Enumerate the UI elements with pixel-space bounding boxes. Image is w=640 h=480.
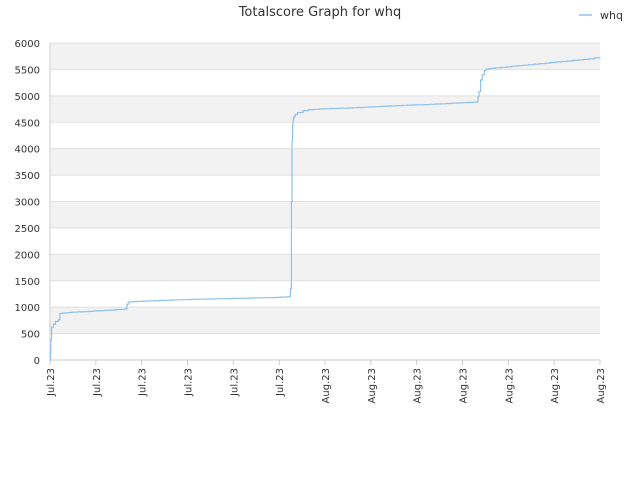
x-tick-label: Aug.23 xyxy=(413,368,424,403)
x-tick-label: Jul.23 xyxy=(229,368,240,397)
legend: whq xyxy=(579,9,623,22)
y-tick-label: 2500 xyxy=(15,224,40,235)
y-tick-label: 2000 xyxy=(15,250,40,261)
axes xyxy=(49,43,601,365)
x-tick-label: Jul.23 xyxy=(46,368,57,397)
y-axis-tick-labels: 0 500 1000 1500 2000 2500 3000 3500 4000 4500 5000… xyxy=(15,39,40,367)
y-tick-label: 6000 xyxy=(15,39,40,50)
plot-band xyxy=(50,201,600,228)
x-tick-label: Jul.23 xyxy=(92,368,103,397)
y-tick-label: 3000 xyxy=(15,198,40,209)
x-tick-label: Aug.23 xyxy=(596,368,607,403)
chart-title: Totalscore Graph for whq xyxy=(238,5,402,20)
y-tick-label: 5000 xyxy=(15,92,40,103)
x-tick-label: Aug.23 xyxy=(550,368,561,403)
series-layer xyxy=(49,57,601,361)
x-tick-label: Aug.23 xyxy=(321,368,332,403)
plot-band xyxy=(50,307,600,334)
y-tick-label: 500 xyxy=(21,330,40,341)
plot-band xyxy=(50,148,600,176)
plot-band xyxy=(50,254,600,281)
y-tick-label: 1500 xyxy=(15,277,40,288)
x-tick-label: Aug.23 xyxy=(459,368,470,403)
y-gridlines xyxy=(50,42,600,361)
x-tick-label: Jul.23 xyxy=(184,368,195,397)
series-line-whq xyxy=(49,57,601,361)
x-tick-label: Jul.23 xyxy=(138,368,149,397)
x-tick-label: Jul.23 xyxy=(275,368,286,397)
y-tick-label: 5500 xyxy=(15,65,40,76)
x-tick-label: Aug.23 xyxy=(367,368,378,403)
y-tick-label: 4500 xyxy=(15,118,40,129)
y-tick-label: 4000 xyxy=(15,145,40,156)
y-tick-label: 1000 xyxy=(15,303,40,314)
y-tick-label: 0 xyxy=(34,356,40,367)
legend-label-whq: whq xyxy=(600,9,623,22)
x-axis-tick-labels: Jul.23 Jul.23 Jul.23 Jul.23 Jul.23 Jul.23 Aug.… xyxy=(46,368,607,403)
x-tick-label: Aug.23 xyxy=(504,368,515,403)
y-tick-label: 3500 xyxy=(15,171,40,182)
plot-band xyxy=(50,43,600,70)
plot-background-bands xyxy=(50,43,600,334)
